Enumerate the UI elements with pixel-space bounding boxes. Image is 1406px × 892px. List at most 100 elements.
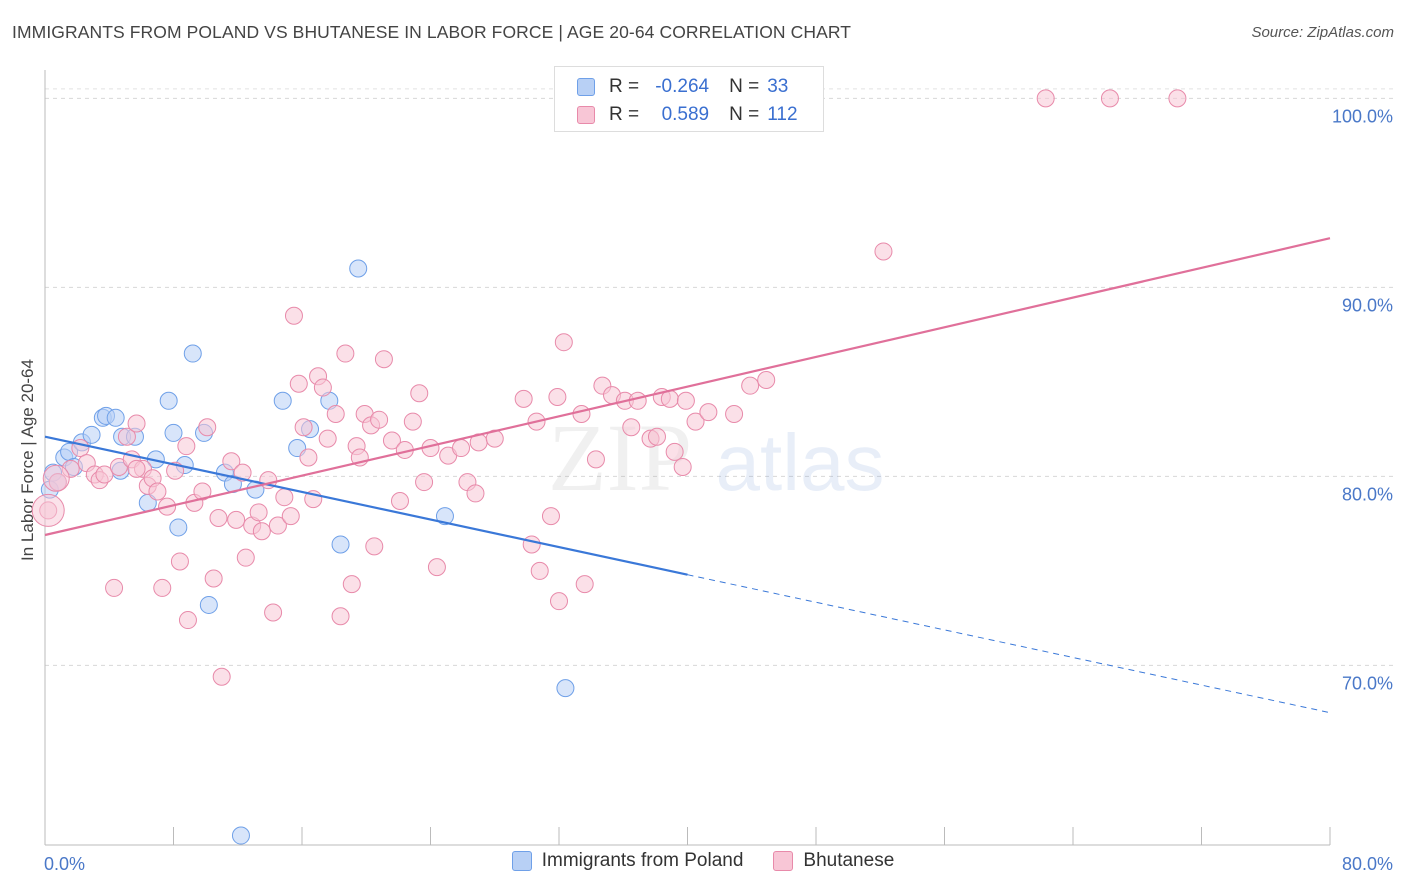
point-bhutanese xyxy=(554,333,573,352)
point-bhutanese xyxy=(1168,89,1187,108)
point-bhutanese-large xyxy=(42,464,70,492)
point-bhutanese xyxy=(673,457,692,476)
point-bhutanese xyxy=(665,442,684,461)
grid-lines xyxy=(45,88,1395,666)
point-bhutanese xyxy=(264,603,283,622)
chart-title: IMMIGRANTS FROM POLAND VS BHUTANESE IN L… xyxy=(12,22,852,42)
chart-source: Source: ZipAtlas.com xyxy=(1251,24,1394,41)
legend-label-bhutanese: Bhutanese xyxy=(803,850,895,871)
legend-n-value: 112 xyxy=(767,104,798,125)
point-bhutanese xyxy=(222,452,241,471)
point-bhutanese xyxy=(415,473,434,492)
data-points xyxy=(31,89,1187,845)
point-bhutanese xyxy=(342,575,361,594)
point-bhutanese xyxy=(741,376,760,395)
legend-swatch-poland xyxy=(577,78,595,96)
point-bhutanese xyxy=(236,548,255,567)
legend-r-label: R = xyxy=(609,76,640,97)
legend-n-value: 33 xyxy=(767,76,789,97)
legend-label-poland: Immigrants from Poland xyxy=(541,850,744,871)
legend-n-label: N = xyxy=(729,76,760,97)
legend-swatch-bhutanese xyxy=(773,851,794,871)
correlation-legend: R = -0.264 N = 33 R = 0.589 N = 112 xyxy=(554,66,824,132)
point-poland xyxy=(106,408,125,427)
point-bhutanese xyxy=(374,350,393,369)
legend-swatch-bhutanese xyxy=(577,106,595,124)
legend-n-label: N = xyxy=(729,104,760,125)
point-bhutanese xyxy=(313,378,332,397)
point-poland xyxy=(273,391,292,410)
point-bhutanese xyxy=(117,427,136,446)
point-bhutanese xyxy=(403,412,422,431)
watermark: ZIP atlas xyxy=(548,404,884,511)
point-bhutanese xyxy=(233,463,252,482)
point-bhutanese xyxy=(382,431,401,450)
legend-row-poland: R = -0.264 N = 33 xyxy=(577,73,788,101)
y-tick-label: 90.0% xyxy=(1342,295,1393,315)
point-bhutanese xyxy=(410,384,429,403)
point-poland xyxy=(199,595,218,614)
point-bhutanese xyxy=(622,418,641,437)
point-poland xyxy=(169,518,188,537)
legend-r-value: -0.264 xyxy=(655,76,710,97)
point-bhutanese xyxy=(178,611,197,630)
point-bhutanese xyxy=(326,405,345,424)
point-bhutanese xyxy=(676,391,695,410)
point-bhutanese xyxy=(365,537,384,556)
point-bhutanese xyxy=(586,450,605,469)
x-tick-label: 80.0% xyxy=(1342,854,1393,874)
point-bhutanese xyxy=(550,592,568,611)
point-bhutanese xyxy=(289,374,308,393)
point-poland xyxy=(435,507,454,526)
point-bhutanese xyxy=(281,507,300,526)
point-bhutanese xyxy=(466,484,485,503)
point-bhutanese xyxy=(177,437,196,456)
point-bhutanese xyxy=(127,459,146,478)
point-bhutanese xyxy=(530,561,549,580)
point-poland xyxy=(82,425,101,444)
point-bhutanese xyxy=(575,575,594,594)
point-bhutanese xyxy=(249,503,268,522)
point-bhutanese xyxy=(299,448,318,467)
point-poland xyxy=(183,344,202,363)
point-bhutanese xyxy=(725,405,744,424)
point-bhutanese xyxy=(514,389,533,408)
trendline-bhutanese xyxy=(44,237,1331,537)
point-bhutanese xyxy=(757,371,776,389)
y-tick-label: 70.0% xyxy=(1342,673,1393,693)
point-poland xyxy=(231,826,250,845)
point-bhutanese xyxy=(331,607,350,626)
point-bhutanese xyxy=(268,516,287,535)
point-poland xyxy=(349,259,368,278)
point-bhutanese xyxy=(204,569,223,588)
legend-item-bhutanese[interactable]: Bhutanese xyxy=(773,850,894,872)
tick-labels: 70.0% 80.0% 90.0% 100.0% 0.0% 80.0% xyxy=(44,106,1393,874)
point-bhutanese xyxy=(275,488,294,507)
point-bhutanese xyxy=(95,465,114,484)
point-bhutanese xyxy=(548,388,567,407)
point-bhutanese xyxy=(647,427,666,446)
point-bhutanese xyxy=(541,507,560,526)
point-bhutanese xyxy=(686,412,705,431)
point-bhutanese xyxy=(572,405,591,424)
point-bhutanese xyxy=(318,429,337,448)
point-bhutanese xyxy=(370,410,389,429)
point-poland xyxy=(164,423,183,442)
legend-swatch-poland xyxy=(511,851,532,871)
point-bhutanese xyxy=(427,558,446,577)
point-bhutanese xyxy=(105,578,124,597)
axes xyxy=(44,70,1331,846)
point-bhutanese xyxy=(284,306,303,325)
point-bhutanese xyxy=(227,510,246,529)
point-bhutanese xyxy=(522,535,541,554)
point-bhutanese-large xyxy=(31,493,65,527)
legend-r-label: R = xyxy=(609,104,640,125)
legend-item-poland[interactable]: Immigrants from Poland xyxy=(511,850,744,872)
point-bhutanese xyxy=(452,439,471,458)
series-legend: Immigrants from Poland Bhutanese xyxy=(0,850,1406,872)
point-bhutanese xyxy=(170,552,189,571)
point-bhutanese xyxy=(874,242,893,261)
y-tick-label: 100.0% xyxy=(1332,106,1393,126)
point-poland xyxy=(556,679,575,698)
